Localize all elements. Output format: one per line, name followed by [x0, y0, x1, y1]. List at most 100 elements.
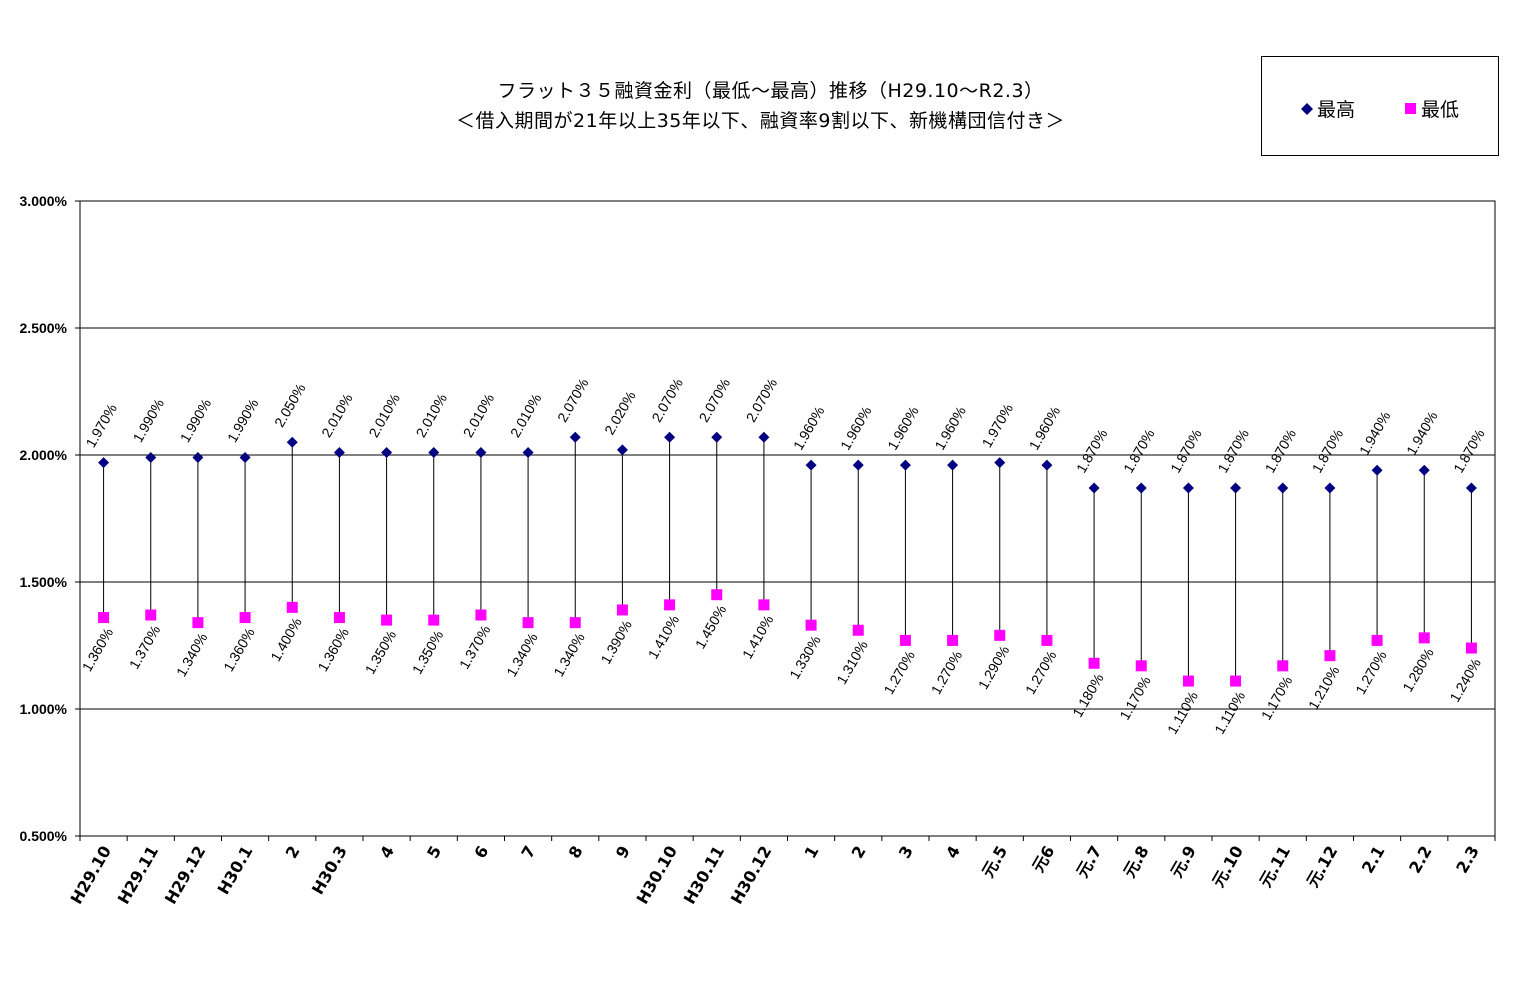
data-label-high: 2.010% [365, 391, 403, 440]
marker-low [1182, 675, 1194, 687]
marker-high [1324, 482, 1336, 494]
data-label-low: 1.270% [1352, 648, 1390, 697]
data-label-high: 1.970% [978, 401, 1016, 450]
x-tick-label: H30.11 [680, 843, 728, 908]
data-label-low: 1.360% [220, 625, 258, 674]
data-label-low: 1.210% [1305, 663, 1343, 712]
marker-low [145, 609, 157, 621]
data-label-low: 1.340% [550, 630, 588, 679]
marker-low [664, 599, 676, 611]
data-label-low: 1.400% [267, 615, 305, 664]
data-label-low: 1.450% [692, 602, 730, 651]
marker-high [1135, 482, 1147, 494]
data-label-high: 1.870% [1120, 426, 1158, 475]
x-tick-label: H29.11 [114, 843, 162, 908]
data-label-low: 1.350% [409, 628, 447, 677]
data-label-low: 1.110% [1164, 689, 1201, 737]
x-tick-label: H30.12 [727, 843, 775, 908]
marker-low [1324, 650, 1336, 662]
legend-label-low: 最低 [1421, 99, 1460, 121]
data-label-low: 1.370% [126, 623, 164, 672]
marker-high [145, 452, 157, 464]
legend-item-low: 最低 [1404, 95, 1459, 122]
marker-high [1418, 464, 1430, 476]
x-tick-label: 1 [801, 843, 823, 862]
data-label-low: 1.340% [503, 630, 541, 679]
marker-low [475, 609, 487, 621]
legend-marker-high [1301, 102, 1313, 115]
data-label-low: 1.170% [1258, 673, 1296, 722]
marker-low [286, 601, 298, 613]
marker-high [1182, 482, 1194, 494]
data-label-low: 1.170% [1116, 673, 1154, 722]
x-tick-label: H29.12 [161, 843, 209, 908]
marker-low [569, 617, 581, 629]
data-label-high: 2.010% [460, 391, 498, 440]
data-label-low: 1.390% [597, 617, 635, 666]
x-tick-label: 9 [612, 843, 634, 862]
marker-low [333, 612, 345, 624]
marker-low [1135, 660, 1147, 672]
marker-high [98, 457, 110, 469]
marker-high [239, 452, 251, 464]
legend: 最高 最低 [1261, 56, 1499, 156]
x-tick-label: 7 [518, 843, 540, 862]
marker-high [805, 459, 817, 471]
x-tick-label: 2.2 [1405, 843, 1436, 877]
marker-high [664, 431, 676, 443]
x-tick-label: H30.10 [633, 843, 681, 908]
x-tick-label: 元.5 [978, 843, 1011, 881]
marker-high [947, 459, 959, 471]
x-tick-label: H29.10 [67, 843, 115, 908]
marker-low [852, 624, 864, 636]
data-label-low: 1.410% [645, 612, 683, 661]
data-label-low: 1.360% [79, 625, 117, 674]
x-tick-label: 6 [470, 843, 492, 862]
x-tick-label: 元6 [1028, 843, 1058, 876]
x-tick-label: 元.8 [1120, 843, 1153, 881]
data-label-low: 1.410% [739, 612, 777, 661]
data-label-low: 1.180% [1069, 671, 1107, 720]
marker-high [852, 459, 864, 471]
marker-high [1465, 482, 1477, 494]
x-tick-label: 元.9 [1167, 843, 1200, 881]
legend-item-high: 最高 [1300, 95, 1355, 122]
data-label-high: 2.070% [554, 376, 592, 425]
marker-low [98, 612, 110, 624]
data-label-high: 2.010% [507, 391, 545, 440]
data-label-high: 1.960% [931, 404, 969, 453]
marker-high [899, 459, 911, 471]
data-label-high: 2.050% [271, 381, 309, 430]
data-label-high: 1.940% [1356, 409, 1394, 458]
marker-low [1371, 634, 1383, 646]
data-label-high: 1.960% [837, 404, 875, 453]
data-label-high: 1.970% [82, 401, 120, 450]
data-label-high: 2.010% [318, 391, 356, 440]
x-tick-label: 元.11 [1256, 843, 1295, 891]
chart-title: フラット３５融資金利（最低～最高）推移（H29.10～R2.3） [497, 80, 1044, 102]
x-tick-label: H30.3 [308, 843, 351, 898]
marker-high [994, 457, 1006, 469]
data-label-high: 1.870% [1309, 426, 1347, 475]
data-label-high: 1.990% [129, 396, 167, 445]
marker-low [1088, 657, 1100, 669]
data-label-high: 1.870% [1167, 426, 1205, 475]
marker-high [381, 446, 393, 458]
y-tick-label: 2.000% [20, 447, 68, 463]
data-label-high: 2.010% [412, 391, 450, 440]
data-label-low: 1.370% [456, 623, 494, 672]
chart-subtitle: ＜借入期間が21年以上35年以下、融資率9割以下、新機構団信付き＞ [456, 110, 1065, 132]
data-label-low: 1.310% [833, 638, 871, 687]
marker-high [192, 452, 204, 464]
marker-high [711, 431, 723, 443]
marker-low [428, 614, 440, 626]
data-label-high: 1.870% [1450, 426, 1488, 475]
data-label-low: 1.280% [1399, 645, 1437, 694]
marker-low [192, 617, 204, 629]
data-label-low: 1.290% [975, 643, 1013, 692]
marker-low [899, 634, 911, 646]
marker-high [333, 446, 345, 458]
marker-low [994, 629, 1006, 641]
data-label-low: 1.350% [362, 628, 400, 677]
